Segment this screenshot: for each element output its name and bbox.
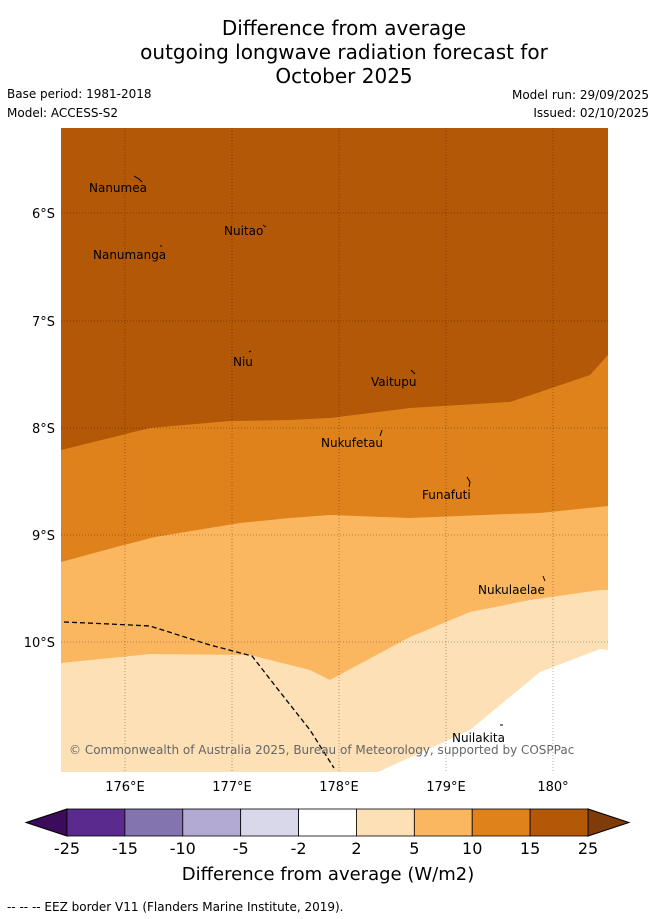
title-line-1: Difference from average — [221, 16, 467, 40]
island-shape-nukulaelae — [542, 575, 546, 582]
lon-label-180: 180° — [537, 780, 568, 795]
lon-label-177e: 177°E — [212, 780, 252, 795]
island-shape-nanumea — [133, 175, 143, 183]
place-label-nanumanga: Nanumanga — [93, 248, 166, 262]
colorbar-swatch — [66, 808, 126, 837]
eez-border-line — [63, 621, 335, 769]
place-label-nukulaelae: Nukulaelae — [478, 583, 545, 597]
map-fill-layer — [61, 128, 608, 772]
lat-label-9s: 9°S — [32, 529, 55, 544]
colorbar — [24, 808, 631, 837]
lon-label-179e: 179°E — [426, 780, 466, 795]
colorbar-swatch — [471, 808, 531, 837]
lon-label-178e: 178°E — [319, 780, 359, 795]
place-labels: Nanumea Nuitao Nanumanga Niu Vaitupu Nuk… — [89, 181, 545, 745]
colorbar-tick-labels: -25 -15 -10 -5 -2 2 5 10 15 25 — [54, 839, 598, 858]
issued-text: Issued: 02/10/2025 — [533, 106, 649, 120]
colorbar-tick-label: 15 — [520, 839, 540, 858]
graticule — [61, 128, 608, 772]
lat-label-6s: 6°S — [32, 207, 55, 222]
anomaly-band-15-25 — [61, 128, 608, 450]
copyright-text: © Commonwealth of Australia 2025, Bureau… — [69, 743, 574, 757]
island-shape-niu — [248, 350, 252, 353]
eez-footnote: -- -- -- EEZ border V11 (Flanders Marine… — [7, 900, 344, 914]
colorbar-over-arrow — [587, 808, 631, 837]
chart-title: Difference from average outgoing longwav… — [0, 16, 655, 88]
place-label-nukufetau: Nukufetau — [321, 436, 383, 450]
colorbar-tick-label: 10 — [462, 839, 482, 858]
island-shape-funafuti — [466, 476, 471, 488]
colorbar-swatch — [240, 808, 299, 837]
island-shape-nuitao — [262, 224, 267, 228]
colorbar-tick-label: 5 — [409, 839, 419, 858]
island-outlines — [133, 175, 546, 726]
island-shape-nukufetau — [379, 429, 383, 437]
title-line-2: outgoing longwave radiation forecast for — [140, 40, 548, 64]
lat-label-7s: 7°S — [32, 315, 55, 330]
longitude-axis-labels: 176°E 177°E 178°E 179°E 180° — [105, 780, 568, 795]
place-label-nanumea: Nanumea — [89, 181, 147, 195]
latitude-axis-labels: 6°S 7°S 8°S 9°S 10°S — [24, 207, 55, 651]
colorbar-title: Difference from average (W/m2) — [182, 864, 474, 885]
colorbar-tick-label: -10 — [170, 839, 196, 858]
colorbar-swatch — [413, 808, 473, 837]
title-line-3: October 2025 — [275, 64, 413, 88]
place-label-vaitupu: Vaitupu — [371, 375, 417, 389]
island-shape-vaitupu — [410, 369, 416, 375]
colorbar-under-arrow — [24, 808, 68, 837]
model-run-text: Model run: 29/09/2025 — [511, 88, 649, 102]
place-label-nuilakita: Nuilakita — [452, 731, 505, 745]
model-text: Model: ACCESS-S2 — [7, 106, 119, 120]
base-period-text: Base period: 1981-2018 — [7, 87, 152, 101]
colorbar-tick-label: 25 — [578, 839, 598, 858]
lon-label-176e: 176°E — [105, 780, 145, 795]
place-label-niu: Niu — [233, 355, 253, 369]
colorbar-tick-label: -5 — [233, 839, 249, 858]
colorbar-swatch — [529, 808, 589, 837]
place-label-nuitao: Nuitao — [224, 224, 263, 238]
colorbar-swatch — [182, 808, 242, 837]
colorbar-swatch — [356, 808, 415, 837]
lat-label-8s: 8°S — [32, 422, 55, 437]
colorbar-swatch — [124, 808, 184, 837]
colorbar-tick-label: 2 — [351, 839, 361, 858]
lat-label-10s: 10°S — [24, 636, 55, 651]
colorbar-tick-label: -25 — [54, 839, 80, 858]
colorbar-tick-label: -2 — [291, 839, 307, 858]
place-label-funafuti: Funafuti — [422, 488, 471, 502]
colorbar-tick-label: -15 — [112, 839, 138, 858]
colorbar-swatch — [298, 808, 357, 837]
